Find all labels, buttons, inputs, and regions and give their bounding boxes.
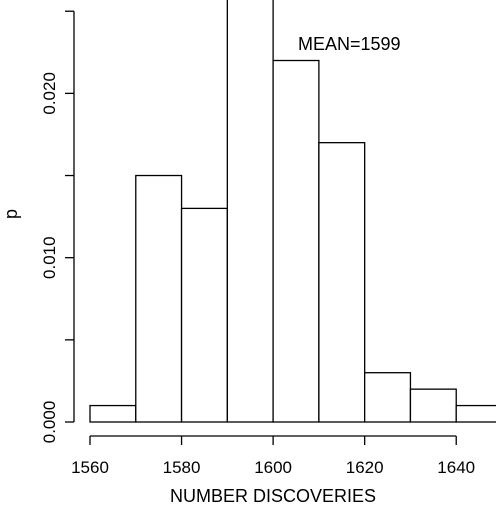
histogram-bar	[180, 207, 228, 423]
y-axis: 0.000 0.010 0.020	[40, 10, 75, 444]
histogram-bar	[135, 174, 183, 423]
y-tick-label: 0.000	[40, 401, 59, 444]
histogram-bar	[318, 142, 366, 423]
x-tick-label: 1600	[254, 458, 292, 477]
x-axis-label: NUMBER DISCOVERIES	[170, 486, 376, 506]
mean-annotation: MEAN=1599	[298, 34, 401, 54]
histogram-bar	[455, 404, 496, 423]
y-tick-label: 0.020	[40, 72, 59, 115]
x-tick-label: 1620	[346, 458, 384, 477]
histogram-bar	[409, 388, 457, 423]
x-axis: 1560 1580 1600 1620 1640	[71, 435, 475, 477]
y-tick-label: 0.010	[40, 236, 59, 279]
histogram-bar	[272, 59, 320, 423]
x-tick-label: 1580	[163, 458, 201, 477]
histogram-bar	[89, 404, 137, 423]
x-tick-label: 1640	[437, 458, 475, 477]
y-axis-label: p	[1, 209, 21, 219]
histogram-bar	[364, 372, 412, 423]
bars-group	[89, 0, 496, 423]
x-tick-label: 1560	[71, 458, 109, 477]
histogram-bar	[226, 0, 274, 423]
